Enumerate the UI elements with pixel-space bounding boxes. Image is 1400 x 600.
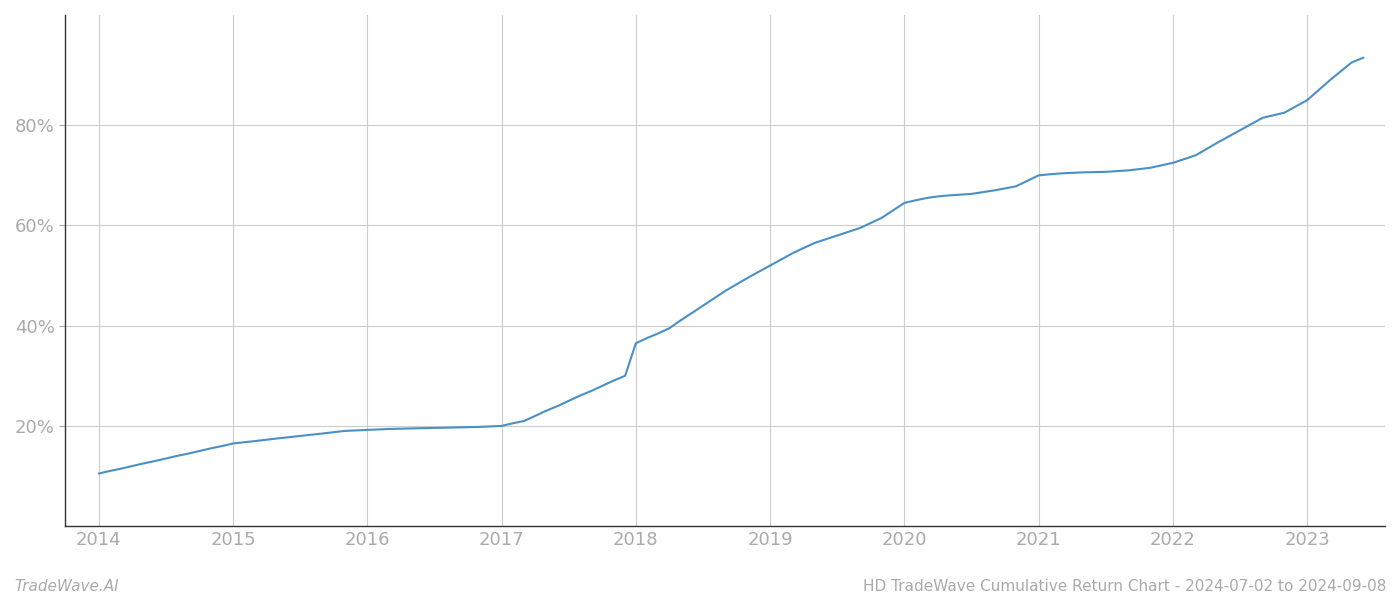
Text: TradeWave.AI: TradeWave.AI [14, 579, 119, 594]
Text: HD TradeWave Cumulative Return Chart - 2024-07-02 to 2024-09-08: HD TradeWave Cumulative Return Chart - 2… [862, 579, 1386, 594]
